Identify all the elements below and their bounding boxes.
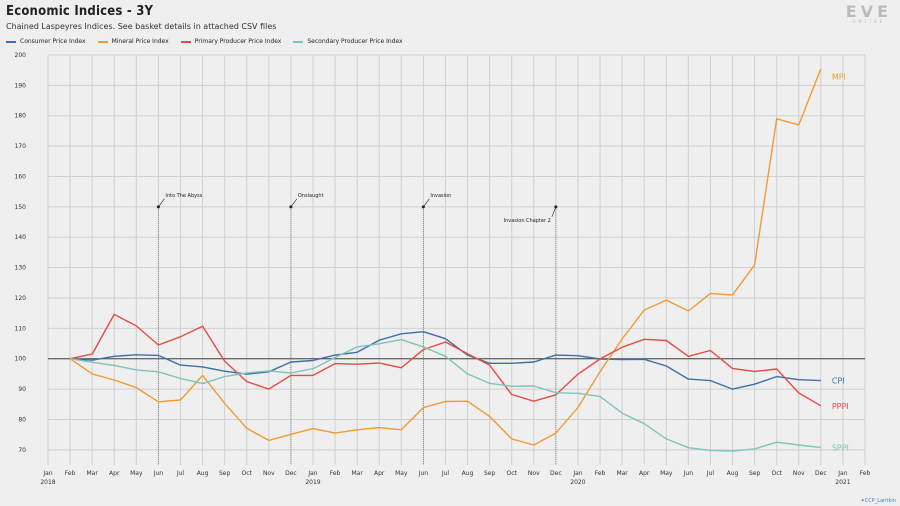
x-tick-label: Nov <box>793 470 805 477</box>
legend-swatch-sppi <box>293 40 304 43</box>
series-line-mpi <box>69 68 822 446</box>
legend-swatch-mpi <box>97 40 108 43</box>
x-tick-label: Aug <box>727 470 739 477</box>
y-tick-label: 90 <box>18 386 26 393</box>
series-line-pppi <box>69 313 822 407</box>
legend-label-mpi: Mineral Price Index <box>111 38 169 45</box>
y-tick-label: 110 <box>15 325 27 332</box>
x-tick-label: Jan <box>307 470 317 477</box>
legend-label-cpi: Consumer Price Index <box>20 38 86 45</box>
x-tick-label: Jan <box>42 470 52 477</box>
x-tick-label: May <box>130 470 143 477</box>
y-tick-label: 120 <box>15 295 27 302</box>
x-tick-label: Aug <box>197 470 209 477</box>
y-tick-label: 190 <box>15 82 27 89</box>
x-tick-label: Dec <box>550 470 562 477</box>
x-tick-label: Feb <box>65 470 76 477</box>
x-tick-label: Jun <box>683 470 694 477</box>
annotation-leader <box>290 198 298 208</box>
x-tick-label: Jul <box>706 470 715 477</box>
legend-swatch-cpi <box>6 40 16 43</box>
chart-title: Economic Indices - 3Y <box>6 4 154 19</box>
credit: ✦CCP_Larrikin <box>861 498 896 504</box>
end-label-sppi: SPPI <box>832 443 849 452</box>
annotation-label: Invasion Chapter 2 <box>504 218 551 224</box>
annotation-leader <box>551 206 557 217</box>
x-tick-label: Feb <box>330 470 341 477</box>
twitter-icon: ✦ <box>860 498 865 504</box>
x-tick-label: Apr <box>109 470 120 477</box>
x-tick-label: Feb <box>595 470 606 477</box>
x-tick-label: Oct <box>771 470 782 477</box>
end-label-mpi: MPI <box>832 72 846 81</box>
x-tick-year-label: 2020 <box>570 479 585 486</box>
x-tick-label: May <box>395 470 408 477</box>
x-tick-label: Aug <box>462 470 474 477</box>
x-tick-label: Jun <box>418 470 429 477</box>
x-tick-label: Jun <box>153 470 164 477</box>
x-tick-label: Jan <box>572 470 582 477</box>
x-tick-label: Oct <box>242 470 253 477</box>
x-tick-label: Mar <box>616 470 628 477</box>
x-tick-label: Oct <box>507 470 518 477</box>
y-tick-label: 70 <box>18 447 26 454</box>
legend-item-pppi: Primary Producer Price Index <box>180 38 282 45</box>
x-tick-year-label: 2021 <box>835 479 850 486</box>
end-label-pppi: PPPI <box>832 402 849 411</box>
y-tick-label: 180 <box>15 113 27 120</box>
x-tick-label: Nov <box>263 470 275 477</box>
x-tick-label: Sep <box>484 470 496 477</box>
y-tick-label: 160 <box>15 173 27 180</box>
x-tick-label: Apr <box>374 470 385 477</box>
y-tick-label: 170 <box>15 143 27 150</box>
annotation-label: Onslaught <box>298 193 324 199</box>
y-tick-label: 200 <box>15 52 27 59</box>
x-tick-label: Apr <box>639 470 650 477</box>
x-tick-label: May <box>660 470 673 477</box>
legend-item-cpi: Consumer Price Index <box>6 38 86 45</box>
end-label-cpi: CPI <box>832 377 845 386</box>
annotation-label: Into The Abyss <box>165 193 202 199</box>
legend-label-pppi: Primary Producer Price Index <box>194 38 282 45</box>
legend: Consumer Price Index Mineral Price Index… <box>6 38 403 45</box>
legend-label-sppi: Secondary Producer Price Index <box>307 38 403 45</box>
credit-handle: CCP_Larrikin <box>864 498 896 504</box>
logo-subtext: ONLINE <box>852 19 886 24</box>
annotation-leader <box>158 198 165 208</box>
y-tick-label: 140 <box>15 234 27 241</box>
legend-item-mpi: Mineral Price Index <box>97 38 169 45</box>
y-tick-label: 100 <box>15 356 27 363</box>
series-line-sppi <box>69 338 821 452</box>
x-tick-label: Mar <box>351 470 363 477</box>
x-tick-label: Sep <box>219 470 231 477</box>
x-tick-label: Jul <box>176 470 185 477</box>
x-tick-label: Jan <box>837 470 847 477</box>
x-tick-label: Nov <box>528 470 540 477</box>
annotation-leader <box>423 198 430 208</box>
y-tick-label: 80 <box>18 416 26 423</box>
legend-swatch-pppi <box>180 40 191 43</box>
x-tick-year-label: 2018 <box>40 479 55 486</box>
y-tick-label: 150 <box>15 204 27 211</box>
y-tick-label: 130 <box>15 265 27 272</box>
legend-item-sppi: Secondary Producer Price Index <box>293 38 403 45</box>
x-tick-label: Jul <box>441 470 450 477</box>
series-line-cpi <box>70 331 821 390</box>
x-tick-label: Mar <box>86 470 98 477</box>
logo-word: EVE <box>845 2 892 21</box>
eve-online-logo: EVE ONLINE <box>846 2 892 24</box>
x-tick-label: Dec <box>815 470 827 477</box>
x-tick-year-label: 2019 <box>305 479 320 486</box>
x-tick-label: Sep <box>749 470 761 477</box>
annotation-label: Invasion <box>430 193 451 199</box>
x-tick-label: Dec <box>285 470 297 477</box>
chart-subtitle: Chained Laspeyres Indices. See basket de… <box>6 22 277 31</box>
x-tick-label: Feb <box>860 470 871 477</box>
